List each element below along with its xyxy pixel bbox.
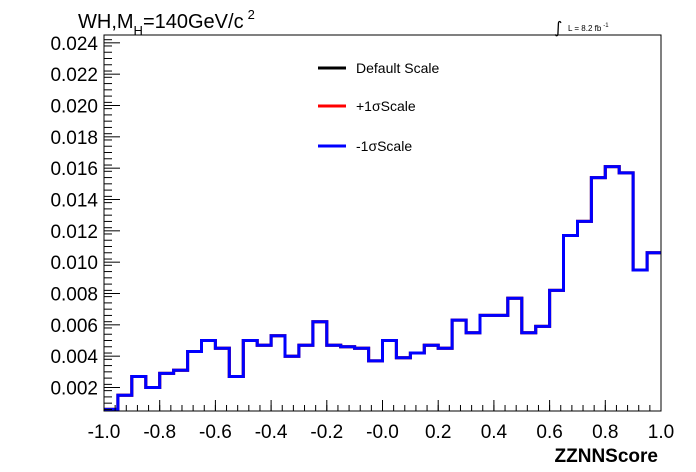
legend-label-default: Default Scale xyxy=(356,60,439,76)
lumi-text: L = 8.2 fb xyxy=(568,24,602,33)
series-layer xyxy=(104,165,661,411)
x-axis-label: ZZNNScore xyxy=(555,446,658,467)
y-tick-label: 0.010 xyxy=(50,253,98,274)
title-rest: =140GeV/c xyxy=(143,11,244,33)
legend-label-minus1sigma: -1σScale xyxy=(356,138,412,154)
ticks-layer: -1.0 -0.8 -0.6 -0.4 -0.2 -0.0 0.2 0.4 0.6 0.8 1.0 0… xyxy=(50,34,674,443)
x-tick-label: -0.0 xyxy=(366,422,399,443)
chart-title: WH,MH=140GeV/c 2 xyxy=(78,7,255,38)
title-main: WH,M xyxy=(78,11,134,33)
x-tick-label: 0.2 xyxy=(425,422,451,443)
x-tick-label: -0.6 xyxy=(199,422,232,443)
y-tick-label: 0.018 xyxy=(50,128,98,149)
y-tick-label: 0.024 xyxy=(50,34,98,55)
lumi-label: L = 8.2 fb -1 xyxy=(568,23,609,33)
y-tick-label: 0.002 xyxy=(50,379,98,400)
y-tick-label: 0.022 xyxy=(50,65,98,86)
title-superscript: 2 xyxy=(248,7,255,22)
x-tick-label: 0.6 xyxy=(536,422,562,443)
title-subscript: H xyxy=(134,23,143,38)
y-tick-label: 0.012 xyxy=(50,222,98,243)
lumi-superscript: -1 xyxy=(603,23,609,29)
y-tick-label: 0.014 xyxy=(50,191,98,212)
x-tick-label: -1.0 xyxy=(88,422,121,443)
y-tick-label: 0.006 xyxy=(50,316,98,337)
x-tick-label: -0.8 xyxy=(143,422,176,443)
x-tick-label: 0.8 xyxy=(592,422,618,443)
series-line-2 xyxy=(104,165,661,411)
x-tick-label: -0.2 xyxy=(310,422,343,443)
legend: Default Scale +1σScale -1σScale xyxy=(318,60,439,154)
integral-sign-icon: ∫ xyxy=(554,18,562,37)
legend-label-plus1sigma: +1σScale xyxy=(356,98,416,114)
y-tick-label: 0.020 xyxy=(50,97,98,118)
x-tick-label: 1.0 xyxy=(648,422,674,443)
y-tick-label: 0.004 xyxy=(50,347,98,368)
y-tick-label: 0.008 xyxy=(50,285,98,306)
y-tick-label: 0.016 xyxy=(50,159,98,180)
x-tick-label: -0.4 xyxy=(255,422,288,443)
x-tick-label: 0.4 xyxy=(481,422,508,443)
